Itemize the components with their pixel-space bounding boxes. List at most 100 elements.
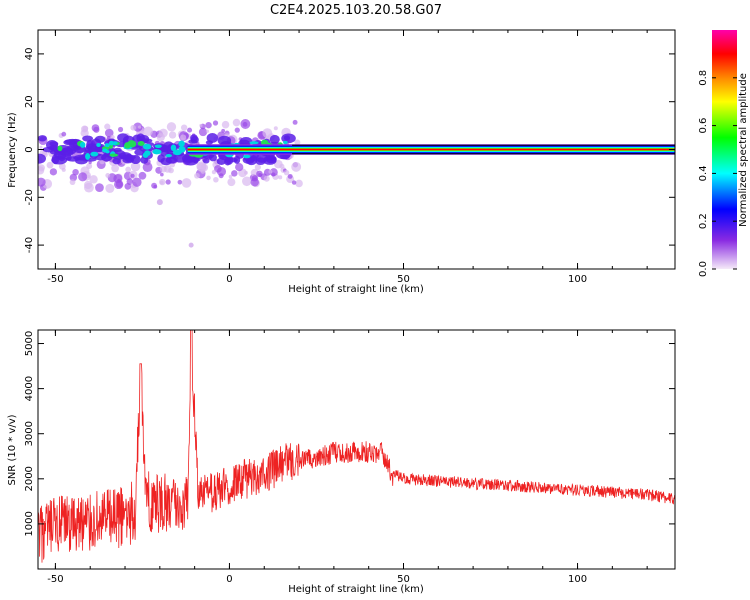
spectral-blob: [78, 172, 88, 182]
spectral-blob: [291, 161, 302, 172]
spectral-blob: [214, 165, 222, 173]
x-tick-label: 50: [397, 574, 410, 585]
spectral-blob: [206, 175, 211, 181]
spectral-blob: [130, 173, 135, 178]
spectrogram-ylabel: Frequency (Hz): [7, 112, 18, 188]
spectral-blob: [63, 139, 77, 146]
y-tick-label: -20: [24, 189, 35, 205]
y-tick-label: 1000: [24, 511, 35, 536]
spectral-blob: [156, 133, 165, 142]
spectral-blob: [140, 156, 149, 164]
spectral-blob: [159, 178, 166, 186]
spectral-blob: [262, 128, 273, 139]
spectral-blob: [254, 164, 261, 171]
spectral-blob: [95, 183, 104, 193]
spectral-blob: [256, 170, 263, 178]
spectral-blob: [283, 169, 290, 176]
spectral-blob: [291, 180, 297, 185]
spectral-blob: [178, 140, 185, 147]
spectral-blob: [84, 180, 93, 190]
spectral-blob: [278, 175, 283, 180]
spectral-blob: [138, 125, 142, 129]
snr-xlabel: Height of straight line (km): [288, 584, 424, 595]
spectrogram-axes: -50 0 50 100 -40 -20 0 20 40: [24, 30, 675, 285]
spectral-blob: [120, 154, 136, 161]
spectral-blob: [143, 126, 153, 137]
spectral-blob: [132, 177, 142, 187]
spectral-blob: [69, 179, 76, 186]
snr-axes: -50 0 50 100 1000 2000 3000 4000 5000: [24, 330, 675, 585]
spectral-blob: [295, 179, 303, 188]
spectral-blob: [75, 157, 88, 165]
spectral-band-layer: [187, 148, 675, 151]
spectral-blob: [198, 127, 208, 137]
spectral-blob: [104, 143, 110, 148]
spectral-blob: [263, 175, 270, 182]
spectral-blob: [142, 143, 152, 150]
snr-ylabel: SNR (10 * v/v): [7, 414, 18, 485]
y-tick-label: 2000: [24, 466, 35, 491]
spectral-blob: [86, 174, 91, 178]
spectral-blob: [234, 127, 240, 133]
spectral-blob: [165, 153, 172, 158]
spectral-blob: [38, 177, 46, 187]
spectral-blob: [104, 123, 111, 130]
spectral-blob: [160, 157, 172, 166]
spectral-blob: [61, 167, 66, 172]
spectral-blob: [271, 172, 276, 177]
spectral-blob: [57, 145, 63, 152]
spectral-blob: [105, 173, 111, 178]
spectral-blob: [249, 141, 259, 145]
x-tick-label: 50: [397, 274, 410, 285]
spectral-blob: [208, 153, 217, 162]
spectral-blob: [269, 134, 280, 144]
spectrogram-xlabel: Height of straight line (km): [288, 284, 424, 295]
spectral-blob: [160, 172, 164, 177]
spectral-blob: [166, 122, 177, 132]
spectral-blob: [137, 141, 145, 146]
spectral-blob: [197, 162, 207, 172]
spectral-blob: [54, 149, 67, 160]
spectral-blob: [112, 157, 121, 165]
spectral-blob: [292, 119, 298, 125]
spectral-blob: [156, 199, 163, 206]
chart-title: C2E4.2025.103.20.58.G07: [270, 3, 442, 18]
spectral-blob: [154, 144, 162, 148]
spectral-blob: [232, 118, 241, 127]
y-tick-label: 4000: [24, 376, 35, 401]
spectral-blob: [152, 149, 162, 155]
spectral-blob: [188, 242, 194, 248]
spectral-blob: [221, 120, 230, 129]
spectral-blob: [109, 153, 119, 157]
spectrogram-heatmap: [38, 118, 675, 248]
spectral-blob: [117, 126, 124, 133]
spectral-blob: [96, 142, 101, 148]
spectral-blob: [38, 166, 45, 175]
spectral-blob: [163, 165, 172, 173]
snr-panel: -50 0 50 100 1000 2000 3000 4000 5000 Height of …: [7, 329, 676, 595]
spectral-blob: [69, 173, 78, 182]
colorbar-tick-label: 0.4: [698, 165, 709, 181]
spectral-blob: [181, 178, 192, 188]
spectral-blob: [235, 162, 244, 172]
spectral-blob: [180, 134, 187, 141]
y-tick-label: 5000: [24, 331, 35, 356]
spectral-blob: [82, 135, 94, 142]
spectral-blob: [130, 161, 141, 172]
colorbar-ticks: 0.0 0.2 0.4 0.6 0.8: [698, 70, 737, 277]
spectral-blob: [129, 140, 137, 148]
spectral-blob: [202, 157, 210, 164]
y-tick-label: 0: [24, 146, 35, 152]
y-tick-label: 20: [24, 95, 35, 108]
spectral-blob: [294, 139, 301, 146]
spectral-blob: [110, 134, 115, 140]
spectral-blob: [172, 149, 182, 156]
spectral-blob: [283, 140, 288, 145]
spectral-blob: [61, 131, 67, 137]
spectral-blob: [188, 139, 198, 144]
spectral-blob: [124, 183, 132, 190]
spectral-blob: [104, 128, 114, 138]
spectral-blob: [168, 131, 177, 139]
spectral-blob: [213, 176, 219, 183]
